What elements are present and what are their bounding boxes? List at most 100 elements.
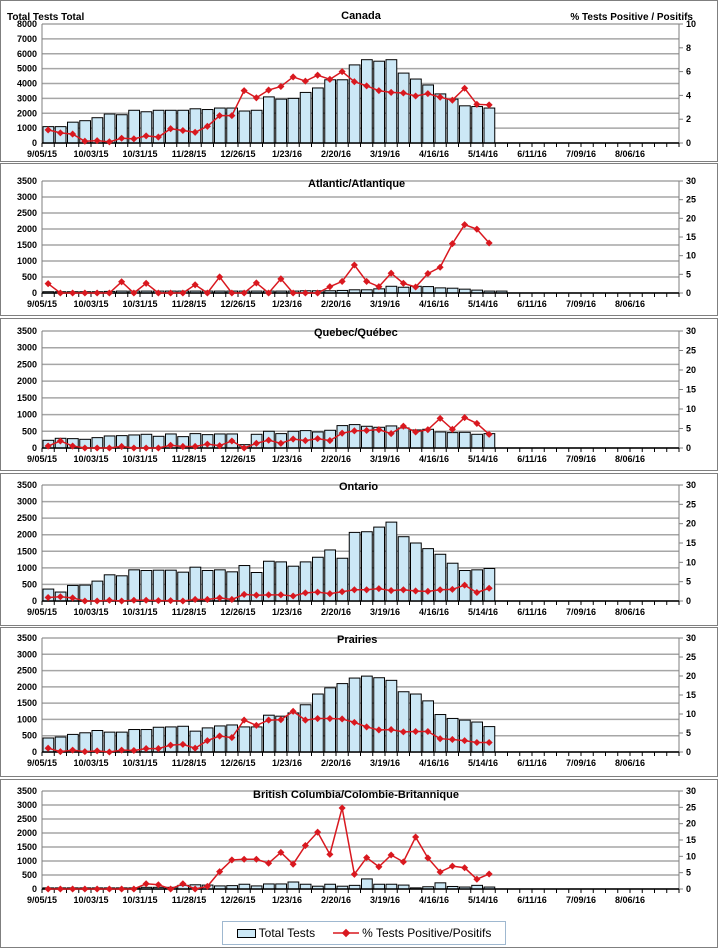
bar xyxy=(385,425,398,449)
data-point xyxy=(69,130,77,138)
data-point xyxy=(228,112,236,120)
data-point xyxy=(252,94,260,102)
data-point xyxy=(142,279,150,287)
bar xyxy=(397,427,410,449)
y2-tick-label: 25 xyxy=(686,802,696,812)
data-point xyxy=(179,880,187,888)
data-point xyxy=(240,716,248,724)
y2-tick-label: 0 xyxy=(686,596,691,606)
data-point xyxy=(69,289,77,297)
bar xyxy=(189,566,202,602)
y-tick-label: 0 xyxy=(32,138,37,148)
data-point xyxy=(203,440,211,448)
data-point xyxy=(289,860,297,868)
y-tick-label: 2500 xyxy=(17,359,37,369)
data-point xyxy=(277,439,285,447)
x-tick-label: 12/26/15 xyxy=(220,758,255,768)
y-tick-label: 500 xyxy=(22,272,37,282)
y-tick-label: 3500 xyxy=(17,633,37,643)
y-tick-label: 3500 xyxy=(17,786,37,796)
x-tick-label: 7/09/16 xyxy=(566,607,596,617)
x-tick-label: 4/16/16 xyxy=(419,895,449,905)
y2-tick-label: 10 xyxy=(686,404,696,414)
data-point xyxy=(375,426,383,434)
bar xyxy=(410,693,422,753)
bar xyxy=(397,286,410,294)
panel-ontario: 0 500 1000 1500 2000 2500 3000 3500 0 5 10 15 20 25 30… xyxy=(0,473,718,626)
x-tick-label: 11/28/15 xyxy=(172,895,207,905)
data-point xyxy=(350,261,358,269)
bar xyxy=(361,878,373,890)
data-point xyxy=(375,283,383,291)
x-tick-label: 7/09/16 xyxy=(566,299,596,309)
data-point xyxy=(203,122,211,130)
bar xyxy=(459,719,471,753)
data-point xyxy=(240,289,248,297)
data-point xyxy=(436,263,444,271)
x-tick-label: 8/06/16 xyxy=(615,454,645,464)
y-tick-label: 1500 xyxy=(17,240,37,250)
bar xyxy=(336,79,349,144)
x-tick-label: 3/19/16 xyxy=(370,895,400,905)
x-tick-label: 9/05/15 xyxy=(27,758,57,768)
chart-british-columbia: 0 500 1000 1500 2000 2500 3000 3500 0 5 10 15 20 25 30… xyxy=(17,786,696,905)
panel-british-columbia: 0 500 1000 1500 2000 2500 3000 3500 0 5 10 15 20 25 30… xyxy=(0,779,718,948)
x-tick-label: 10/03/15 xyxy=(73,149,108,159)
bar xyxy=(299,704,312,753)
y-tick-label: 2000 xyxy=(17,682,37,692)
bar xyxy=(483,107,496,144)
x-tick-label: 12/26/15 xyxy=(220,454,255,464)
data-point xyxy=(350,870,358,878)
data-point xyxy=(154,133,162,141)
data-point xyxy=(228,734,236,742)
bar xyxy=(299,91,312,144)
data-point xyxy=(179,597,187,605)
bar xyxy=(434,431,447,449)
data-point xyxy=(473,738,481,747)
data-point xyxy=(93,137,101,145)
data-point xyxy=(240,855,248,863)
data-point xyxy=(118,885,126,893)
data-point xyxy=(301,437,309,445)
x-tick-label: 5/14/16 xyxy=(468,454,498,464)
bar xyxy=(324,79,336,144)
y2-tick-label: 0 xyxy=(686,138,691,148)
data-point xyxy=(93,885,101,893)
bar xyxy=(459,431,471,449)
data-point xyxy=(363,854,371,862)
x-tick-label: 10/31/15 xyxy=(122,607,157,617)
bar xyxy=(177,571,189,602)
bar xyxy=(287,712,300,753)
x-tick-label: 7/09/16 xyxy=(566,895,596,905)
data-point xyxy=(363,723,371,731)
data-point xyxy=(154,597,162,605)
y-tick-label: 0 xyxy=(32,747,37,757)
x-tick-label: 7/09/16 xyxy=(566,454,596,464)
data-point xyxy=(314,289,322,297)
y2-tick-label: 20 xyxy=(686,671,696,681)
data-point xyxy=(167,597,175,605)
legend-item-percent-positive: % Tests Positive/Positifs xyxy=(333,926,491,940)
y2-tick-label: 10 xyxy=(686,709,696,719)
percent-positive-line xyxy=(47,223,490,295)
data-point xyxy=(338,68,346,76)
x-tick-label: 5/14/16 xyxy=(468,607,498,617)
data-point xyxy=(412,833,420,841)
data-point xyxy=(350,586,358,594)
data-point xyxy=(326,850,334,858)
x-tick-label: 10/31/15 xyxy=(122,895,157,905)
y2-tick-label: 30 xyxy=(686,786,696,796)
data-point xyxy=(191,128,199,136)
x-tick-label: 4/16/16 xyxy=(419,299,449,309)
y-tick-label: 3000 xyxy=(17,93,37,103)
data-point xyxy=(363,277,371,285)
x-tick-label: 7/09/16 xyxy=(566,149,596,159)
x-tick-label: 2/20/16 xyxy=(321,454,351,464)
data-point xyxy=(448,240,456,248)
chart-title: British Columbia/Colombie-Britannique xyxy=(253,789,459,801)
panel-canada: 0 1000 2000 3000 4000 5000 6000 7000 8000 0 2 4 6 8 10… xyxy=(0,0,718,162)
data-point xyxy=(167,289,175,297)
y2-tick-label: 10 xyxy=(686,251,696,261)
bar xyxy=(312,693,324,753)
data-point xyxy=(436,93,444,101)
